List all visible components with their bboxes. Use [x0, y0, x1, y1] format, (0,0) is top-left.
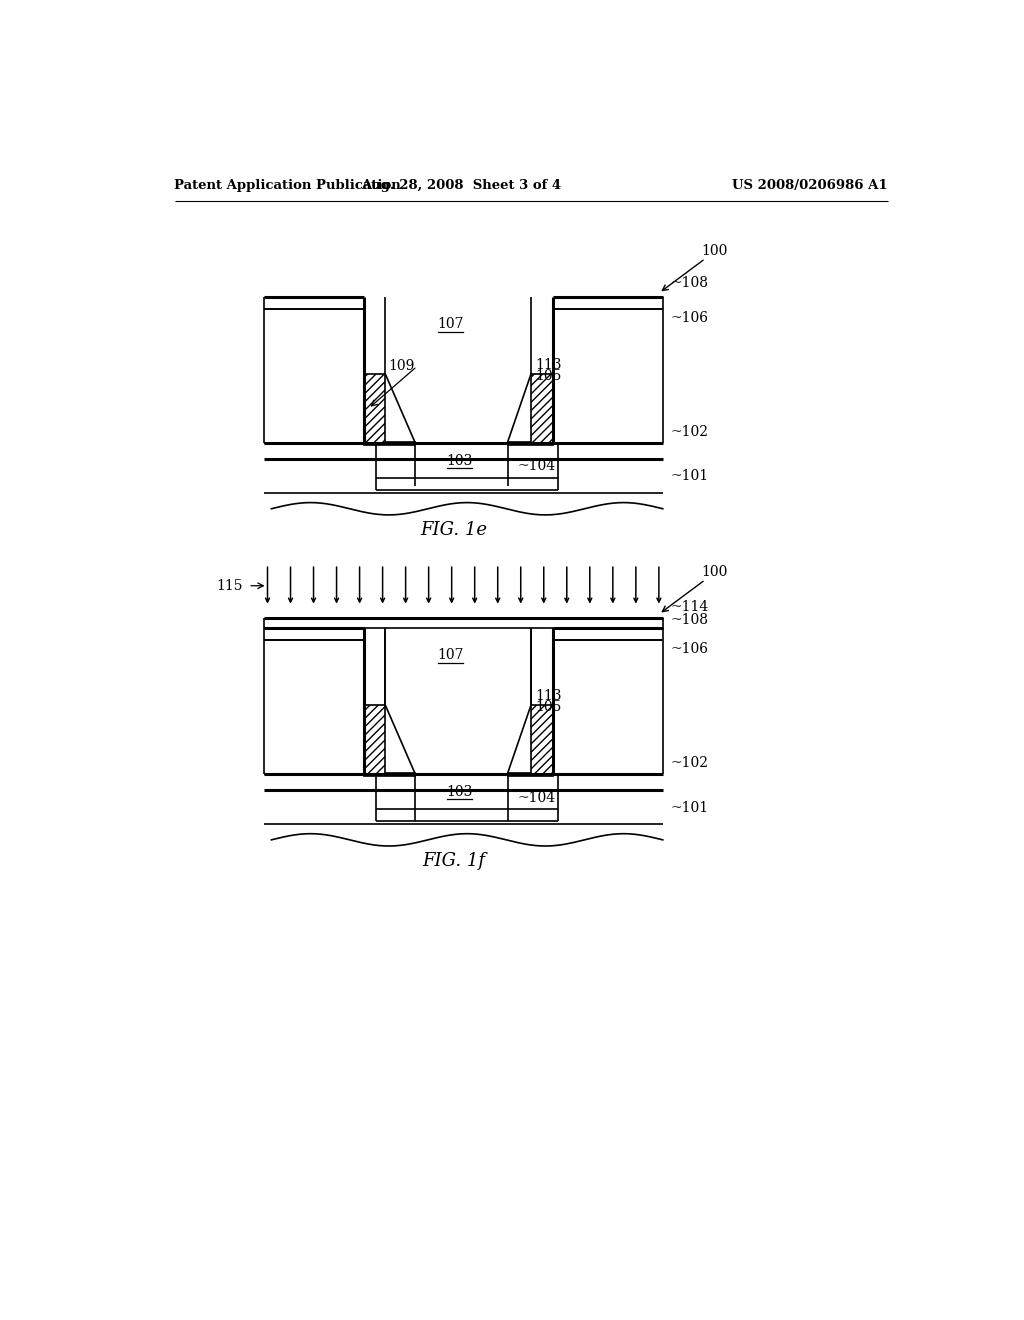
Text: ~102: ~102: [671, 425, 709, 438]
Polygon shape: [508, 705, 553, 776]
Text: 105: 105: [535, 368, 561, 383]
Text: 113: 113: [535, 358, 561, 372]
Text: ~106: ~106: [671, 642, 709, 656]
Text: 100: 100: [701, 244, 728, 257]
Text: 103: 103: [446, 454, 472, 467]
Text: ~102: ~102: [671, 756, 709, 770]
Text: 105: 105: [535, 700, 561, 714]
Text: ~108: ~108: [671, 614, 709, 627]
Text: 115: 115: [216, 578, 243, 593]
Text: ~101: ~101: [671, 470, 709, 483]
Text: FIG. 1e: FIG. 1e: [420, 521, 487, 540]
Text: ~106: ~106: [671, 310, 709, 325]
Polygon shape: [365, 374, 415, 445]
Text: US 2008/0206986 A1: US 2008/0206986 A1: [732, 178, 888, 191]
Text: ~108: ~108: [671, 276, 709, 290]
Polygon shape: [508, 374, 553, 445]
Text: ~104: ~104: [517, 459, 555, 474]
Text: 107: 107: [437, 317, 464, 331]
Text: 107: 107: [437, 648, 464, 663]
Polygon shape: [365, 705, 415, 776]
Text: ~114: ~114: [671, 599, 709, 614]
Text: 103: 103: [446, 784, 472, 799]
Text: 113: 113: [535, 689, 561, 702]
Text: ~101: ~101: [671, 800, 709, 814]
Text: Aug. 28, 2008  Sheet 3 of 4: Aug. 28, 2008 Sheet 3 of 4: [361, 178, 561, 191]
Text: 109: 109: [388, 359, 415, 374]
Text: Patent Application Publication: Patent Application Publication: [174, 178, 401, 191]
Text: 100: 100: [701, 565, 728, 579]
Text: FIG. 1f: FIG. 1f: [422, 853, 485, 870]
Text: ~104: ~104: [517, 791, 555, 804]
